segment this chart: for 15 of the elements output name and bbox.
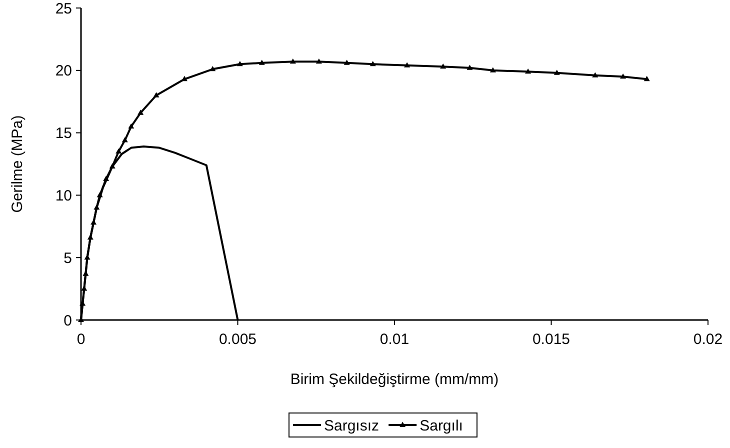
legend-label: Sargılı [420, 417, 463, 434]
legend-label: Sargısız [324, 417, 380, 434]
y-tick-label: 15 [55, 125, 72, 142]
y-axis-title: Gerilme (MPa) [9, 115, 26, 213]
x-tick-label: 0 [76, 331, 86, 348]
y-tick-label: 0 [64, 312, 72, 330]
y-tick-label: 5 [64, 250, 72, 267]
x-tick-label: 0.005 [218, 331, 257, 348]
x-tick-label: 0.02 [693, 331, 723, 348]
x-axis-title: Birim Şekildeğiştirme (mm/mm) [290, 371, 499, 388]
y-tick-label: 10 [55, 187, 72, 204]
x-tick-label: 0.015 [532, 331, 570, 348]
x-tick-label: 0.01 [380, 331, 410, 348]
y-tick-label: 20 [55, 62, 72, 80]
y-tick-label: 25 [55, 0, 72, 18]
